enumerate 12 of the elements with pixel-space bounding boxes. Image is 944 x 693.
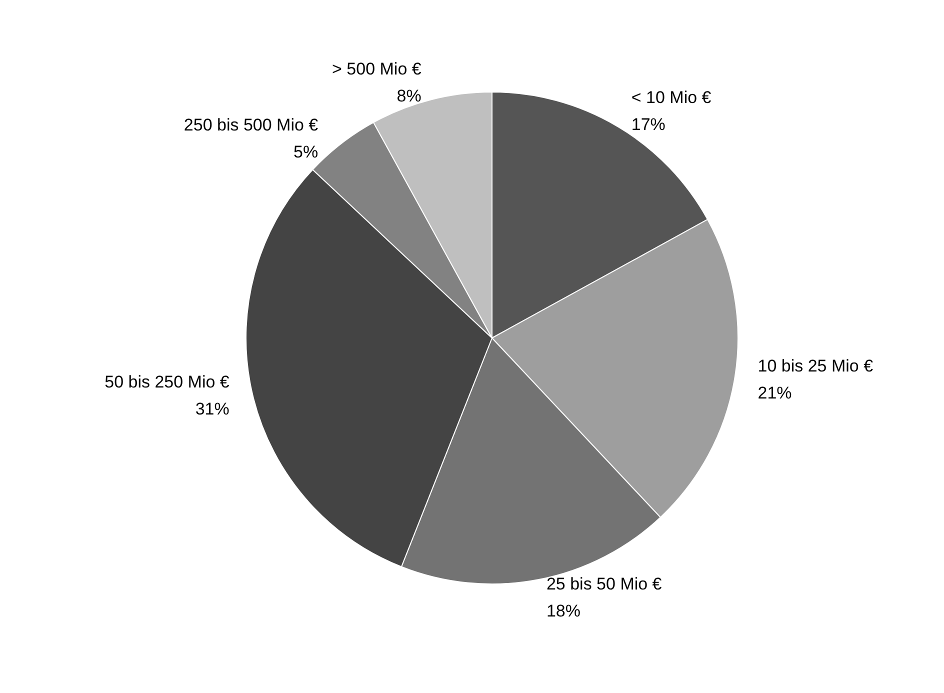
data-label: 18%	[546, 601, 580, 620]
slice-label: > 500 Mio €	[332, 59, 422, 78]
data-label: 21%	[758, 383, 792, 402]
slice-label: 50 bis 250 Mio €	[104, 372, 230, 392]
data-label: 8%	[396, 86, 422, 106]
data-label: 5%	[294, 142, 318, 162]
slice-label: 25 bis 50 Mio €	[546, 574, 662, 594]
slice-label: < 10 Mio €	[631, 88, 712, 107]
data-label: 17%	[631, 114, 666, 134]
data-label: 31%	[195, 400, 230, 419]
slice-label: 10 bis 25 Mio €	[758, 356, 874, 376]
slice-label: 250 bis 500 Mio €	[184, 115, 319, 134]
